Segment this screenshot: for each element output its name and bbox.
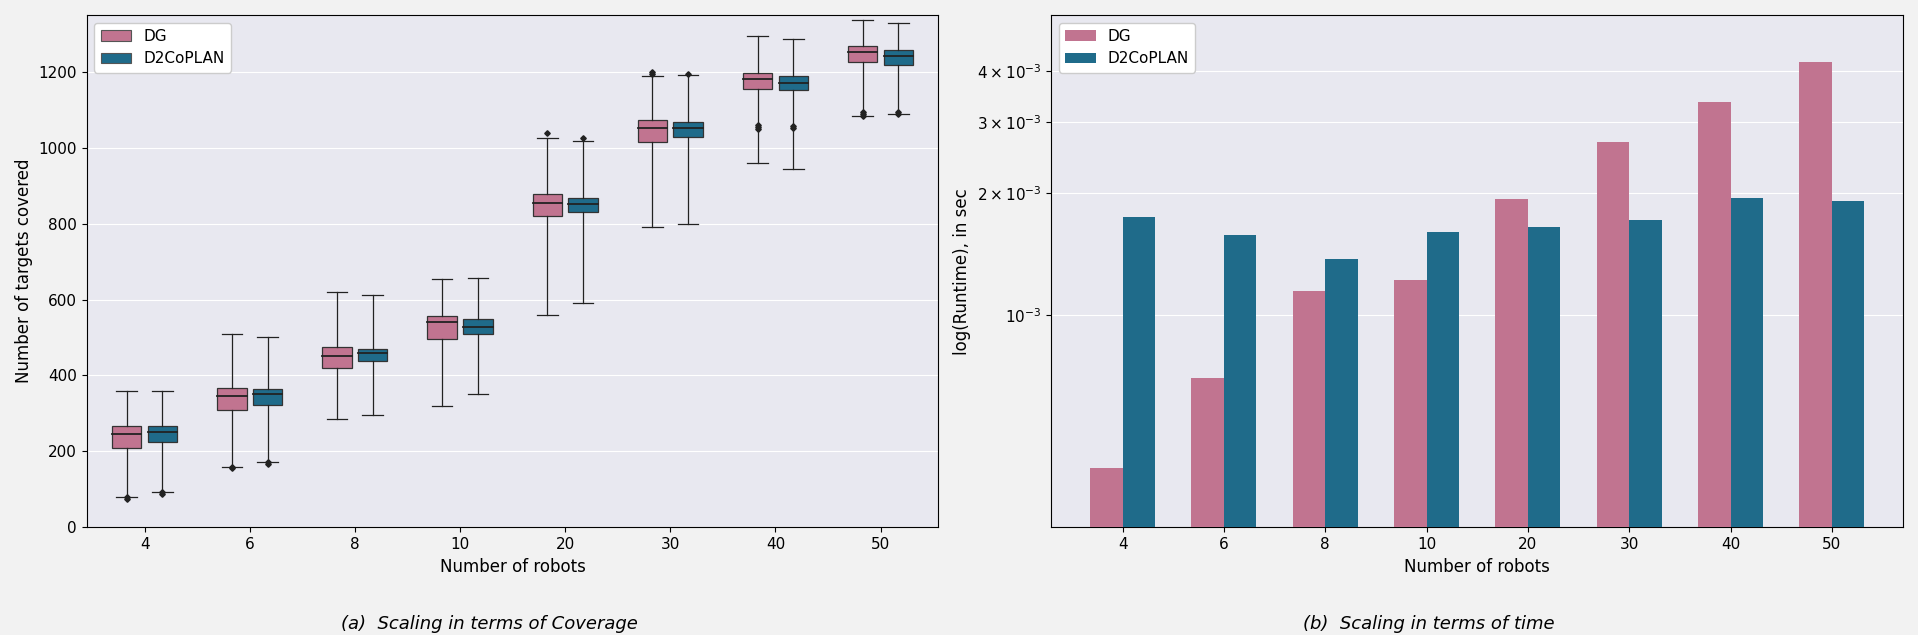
Text: (b)  Scaling in terms of time: (b) Scaling in terms of time — [1302, 615, 1555, 632]
Bar — [1628, 220, 1661, 635]
Bar — [1122, 217, 1155, 635]
Bar — [742, 72, 773, 89]
X-axis label: Number of robots: Number of robots — [439, 558, 585, 575]
Bar — [884, 50, 913, 65]
Bar — [1427, 232, 1460, 635]
Bar — [1730, 197, 1763, 635]
Bar — [1496, 199, 1529, 635]
Bar — [1325, 258, 1358, 635]
Bar — [1832, 201, 1864, 635]
Bar — [1089, 468, 1122, 635]
Y-axis label: log(Runtime), in sec: log(Runtime), in sec — [953, 188, 971, 354]
Bar — [1394, 280, 1427, 635]
Bar — [1191, 378, 1224, 635]
Bar — [359, 349, 387, 361]
Bar — [1697, 102, 1730, 635]
Bar — [568, 198, 598, 211]
Bar — [1293, 291, 1325, 635]
Text: (a)  Scaling in terms of Coverage: (a) Scaling in terms of Coverage — [341, 615, 637, 632]
Bar — [217, 387, 247, 410]
Bar — [1799, 62, 1832, 635]
Y-axis label: Number of targets covered: Number of targets covered — [15, 159, 33, 384]
Bar — [848, 46, 877, 62]
Bar — [637, 121, 667, 142]
Legend: DG, D2CoPLAN: DG, D2CoPLAN — [1059, 23, 1195, 72]
Bar — [148, 425, 176, 442]
Bar — [322, 347, 351, 368]
Bar — [111, 425, 142, 448]
Bar — [428, 316, 456, 340]
X-axis label: Number of robots: Number of robots — [1404, 558, 1550, 575]
Bar — [533, 194, 562, 216]
Bar — [253, 389, 282, 405]
Bar — [779, 76, 807, 90]
Legend: DG, D2CoPLAN: DG, D2CoPLAN — [94, 23, 230, 72]
Bar — [673, 122, 702, 137]
Bar — [1598, 142, 1628, 635]
Bar — [462, 319, 493, 334]
Bar — [1224, 235, 1256, 635]
Bar — [1529, 227, 1561, 635]
